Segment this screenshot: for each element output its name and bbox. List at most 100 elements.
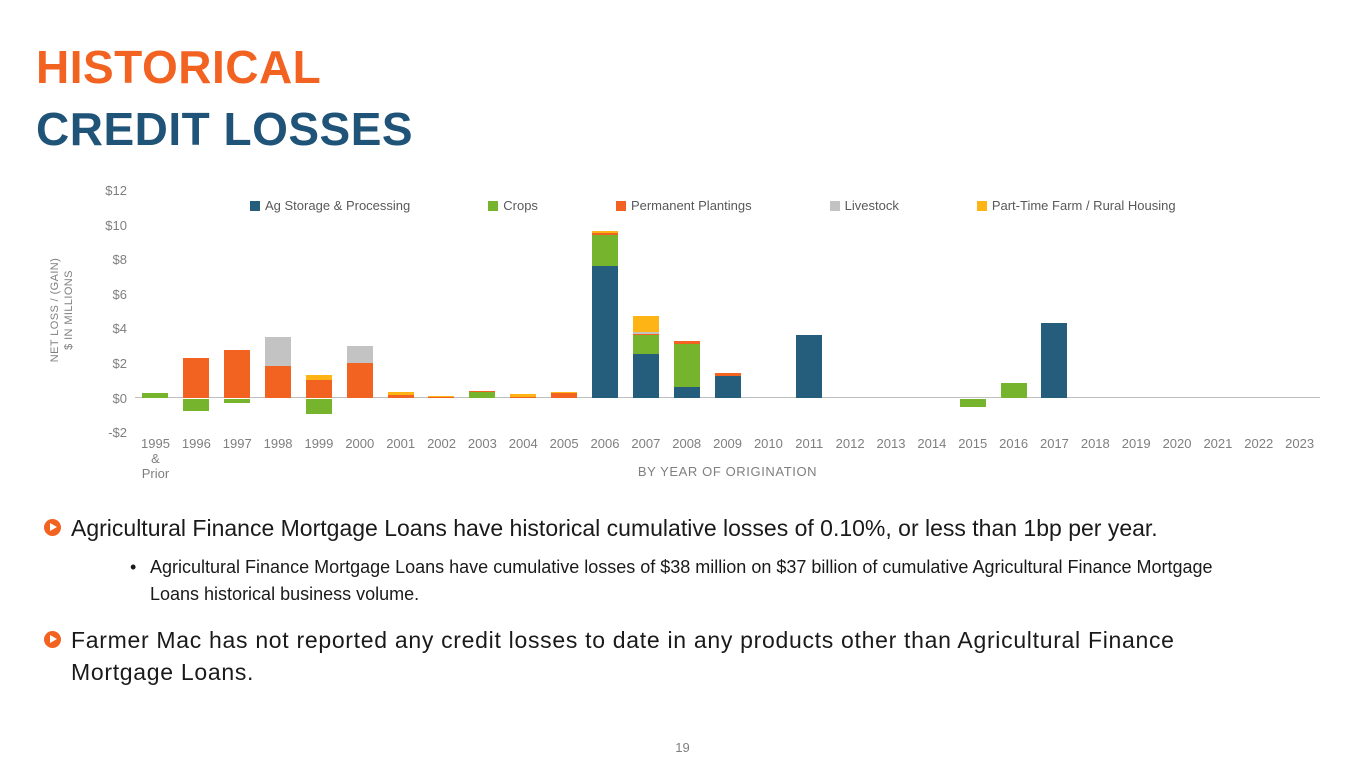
bar-segment <box>551 392 578 394</box>
x-tick-label: 2004 <box>508 436 538 451</box>
x-tick-label: 2003 <box>467 436 497 451</box>
bar-segment <box>632 331 659 334</box>
bar-segment <box>265 366 292 398</box>
page-title-line1: HISTORICAL <box>36 41 322 93</box>
y-axis-tick-labels: $12 $10 $8 $6 $4 $2 $0 -$2 <box>83 183 127 440</box>
legend-swatch-icon <box>250 200 260 211</box>
bar-segment <box>387 392 414 395</box>
x-tick-label: 2014 <box>917 436 947 451</box>
legend-label: Crops <box>503 198 538 213</box>
x-tick-label: 2016 <box>999 436 1029 451</box>
x-tick-label: 2000 <box>345 436 375 451</box>
bar-segment <box>346 345 373 363</box>
bar-segment <box>387 395 414 398</box>
bar-segment <box>591 230 618 234</box>
y-tick-label: $10 <box>105 217 127 233</box>
y-axis-title-line2: $ IN MILLIONS <box>63 270 75 350</box>
x-tick-label: 2011 <box>795 436 824 451</box>
bullet-text-1: Agricultural Finance Mortgage Loans have… <box>71 515 1158 541</box>
legend-item: Permanent Plantings <box>615 198 752 213</box>
bar-segment <box>142 393 169 398</box>
chart-legend: Ag Storage & Processing Crops Permanent Pl… <box>250 198 1176 213</box>
x-tick-label: 2022 <box>1244 436 1274 451</box>
y-tick-label: $4 <box>112 321 127 337</box>
sub-bullet-text: Agricultural Finance Mortgage Loans have… <box>150 557 1213 604</box>
bar-segment <box>1000 382 1027 398</box>
bar-segment <box>673 343 700 388</box>
y-axis-title: NET LOSS / (GAIN) $ IN MILLIONS <box>48 189 76 431</box>
x-tick-label: 2002 <box>427 436 456 451</box>
x-tick-label: 2010 <box>753 436 783 451</box>
legend-label: Livestock <box>844 198 899 213</box>
credit-losses-chart: NET LOSS / (GAIN) $ IN MILLIONS Ag Stora… <box>0 180 1365 510</box>
bar-segment <box>305 375 332 381</box>
legend-item: Ag Storage & Processing <box>250 198 410 213</box>
bar-segment <box>959 398 986 408</box>
x-axis-tick-labels: 1995 & Prior 1996 1997 1998 1999 2000 2001 2002… <box>135 436 1320 488</box>
bullet-list: Agricultural Finance Mortgage Loans have… <box>44 512 1320 688</box>
legend-label: Part-Time Farm / Rural Housing <box>991 198 1176 213</box>
x-axis-title: BY YEAR OF ORIGINATION <box>637 464 818 479</box>
bar-segment <box>469 390 496 393</box>
legend-swatch-icon <box>488 200 499 211</box>
page-title-line2: CREDIT LOSSES <box>36 103 414 155</box>
x-tick-label: 1996 <box>181 436 211 451</box>
bullet-item-2: Farmer Mac has not reported any credit l… <box>44 624 1226 688</box>
bar-segment <box>796 335 823 398</box>
x-tick-label: 1997 <box>222 436 252 451</box>
x-tick-label: 2012 <box>835 436 865 451</box>
bar-segment <box>591 234 618 267</box>
bar-segment <box>510 396 537 398</box>
y-axis-title-line1: NET LOSS / (GAIN) <box>49 257 61 363</box>
page-title: HISTORICAL CREDIT LOSSES <box>36 36 413 160</box>
legend-item: Livestock <box>829 198 899 213</box>
bullet-text-2: Farmer Mac has not reported any credit l… <box>71 627 1175 685</box>
x-tick-label: 2001 <box>386 436 416 451</box>
y-tick-label: $8 <box>112 252 127 268</box>
x-tick-label: 2015 <box>958 436 988 451</box>
x-tick-label: 2009 <box>713 436 743 451</box>
bar-segment <box>591 233 618 235</box>
bar-segment <box>714 372 741 376</box>
y-tick-label: -$2 <box>108 425 127 441</box>
legend-label: Ag Storage & Processing <box>265 198 411 213</box>
y-tick-label: $2 <box>112 356 127 371</box>
bar-segment <box>632 316 659 332</box>
y-tick-label: $0 <box>112 390 127 406</box>
bullet-item-1: Agricultural Finance Mortgage Loans have… <box>44 512 1226 608</box>
legend-item: Crops <box>488 198 538 213</box>
x-tick-label: 1995 & Prior <box>141 436 170 481</box>
bar-segment <box>632 335 659 355</box>
bar-segment <box>591 266 618 398</box>
bar-segment <box>428 396 455 398</box>
bar-segment <box>632 333 659 336</box>
x-tick-label: 2023 <box>1285 436 1315 451</box>
bar-segment <box>183 357 210 398</box>
arrow-bullet-icon <box>44 631 61 648</box>
page-number: 19 <box>675 740 690 755</box>
x-tick-label: 2007 <box>631 436 661 451</box>
chart-plot-area <box>135 190 1320 432</box>
x-tick-label: 2013 <box>876 436 906 451</box>
x-tick-label: 1998 <box>263 436 293 451</box>
x-tick-label: 1999 <box>304 436 334 451</box>
x-tick-label: 2005 <box>549 436 579 451</box>
bar-segment <box>224 350 251 398</box>
x-tick-label: 2020 <box>1162 436 1192 451</box>
bar-segment <box>305 398 332 415</box>
bar-segment <box>224 398 251 403</box>
y-tick-label: $12 <box>105 183 127 198</box>
bar-segment <box>714 375 741 398</box>
bar-segment <box>673 387 700 398</box>
y-tick-label: $6 <box>112 286 127 302</box>
bar-segment <box>510 394 537 397</box>
x-tick-label: 2021 <box>1203 436 1233 451</box>
x-tick-label: 2017 <box>1039 436 1069 451</box>
x-tick-label: 2006 <box>590 436 620 451</box>
sub-bullet-item: Agricultural Finance Mortgage Loans have… <box>127 554 1226 608</box>
bar-segment <box>632 354 659 398</box>
arrow-bullet-icon <box>44 519 61 536</box>
legend-swatch-icon <box>615 200 626 211</box>
bar-segment <box>183 398 210 411</box>
